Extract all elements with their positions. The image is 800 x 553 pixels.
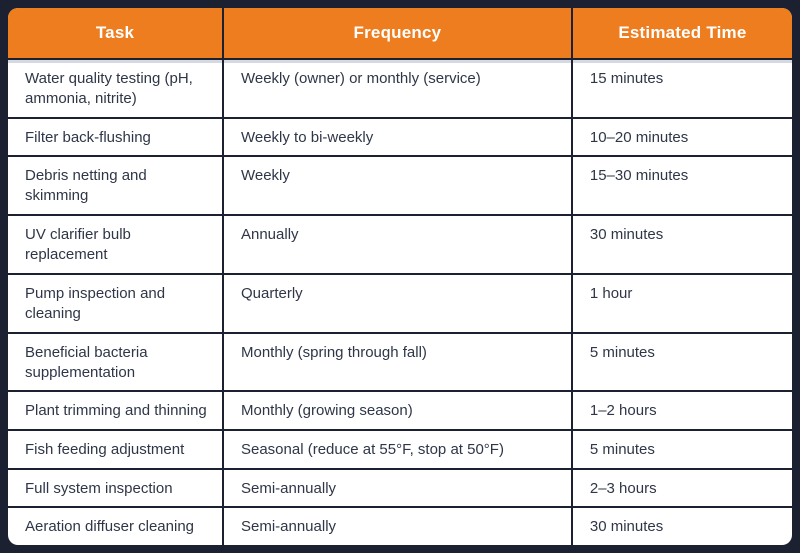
- cell-time: 5 minutes: [589, 343, 655, 361]
- cell-time: 5 minutes: [589, 440, 655, 458]
- cell-task: Filter back-flushing: [8, 118, 224, 156]
- table-row: UV clarifier bulb replacement Annually 30 …: [8, 214, 792, 273]
- cell-task: Aeration diffuser cleaning: [8, 508, 224, 545]
- cell-time: 30 minutes: [589, 226, 664, 244]
- cell-task: UV clarifier bulb replacement: [8, 216, 224, 273]
- table-row: Pump inspection and cleaning Quarterly 1 h…: [8, 272, 792, 332]
- table-row: Plant trimming and thinning Monthly (grow…: [8, 390, 792, 429]
- cell-frequency: Annually: [224, 216, 573, 273]
- cell-frequency: Seasonal (reduce at 55°F, stop at 50°F): [224, 430, 573, 468]
- cell-task: Plant trimming and thinning: [8, 392, 224, 429]
- cell-frequency: Monthly (spring through fall): [224, 333, 573, 391]
- cell-task: Pump inspection and cleaning: [8, 274, 224, 332]
- cell-task: Water quality testing (pH, ammonia, nitr…: [8, 60, 224, 117]
- table-row: Filter back-flushing Weekly to bi-weekly 1…: [8, 116, 792, 156]
- cell-frequency: Weekly to bi-weekly: [224, 118, 573, 156]
- cell-frequency: Weekly: [224, 157, 573, 215]
- cell-frequency: Semi-annually: [224, 508, 573, 545]
- maintenance-schedule-table: Task Frequency Estimated Time Water qual…: [8, 8, 792, 545]
- table-header-row: Task Frequency Estimated Time: [8, 8, 792, 60]
- column-header-estimated-time: Estimated Time: [618, 23, 747, 42]
- cell-frequency: Weekly (owner) or monthly (service): [224, 60, 573, 117]
- table-row: Full system inspection Semi-annually 2–3 h…: [8, 467, 792, 507]
- cell-task: Fish feeding adjustment: [8, 430, 224, 468]
- cell-time: 2–3 hours: [589, 479, 657, 497]
- table-row: Debris netting and skimming Weekly 15–30 m…: [8, 155, 792, 215]
- table-row: Water quality testing (pH, ammonia, nitr…: [8, 60, 792, 117]
- cell-time: 15–30 minutes: [589, 167, 689, 185]
- table-row: Aeration diffuser cleaning Semi-annually 3…: [8, 506, 792, 545]
- table-row: Beneficial bacteria supplementation Month…: [8, 331, 792, 391]
- cell-time: 1–2 hours: [589, 402, 657, 420]
- cell-task: Full system inspection: [8, 469, 224, 507]
- cell-task: Beneficial bacteria supplementation: [8, 333, 224, 391]
- cell-frequency: Semi-annually: [224, 469, 573, 507]
- column-header-task: Task: [8, 8, 224, 58]
- column-header-frequency: Frequency: [224, 8, 573, 58]
- cell-frequency: Monthly (growing season): [224, 392, 573, 429]
- table-body: Water quality testing (pH, ammonia, nitr…: [8, 60, 792, 545]
- cell-time: 30 minutes: [589, 518, 664, 536]
- cell-time: 15 minutes: [589, 70, 664, 87]
- table-row: Fish feeding adjustment Seasonal (reduce …: [8, 428, 792, 468]
- cell-frequency: Quarterly: [224, 274, 573, 332]
- cell-task: Debris netting and skimming: [8, 157, 224, 215]
- cell-time: 10–20 minutes: [589, 128, 689, 146]
- cell-time: 1 hour: [589, 284, 633, 302]
